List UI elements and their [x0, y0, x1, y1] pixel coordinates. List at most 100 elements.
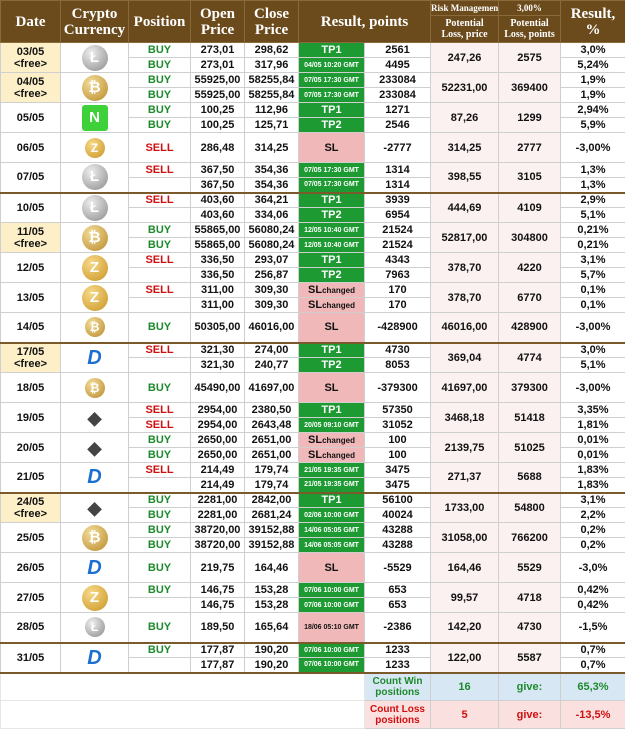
status-badge: TP1 — [299, 193, 365, 208]
potential-loss-points-cell: 4718 — [499, 583, 561, 613]
position-cell: BUY — [129, 73, 191, 88]
points-cell: 4730 — [365, 343, 431, 358]
status-badge: 04/05 10:20 GMT — [299, 58, 365, 73]
potential-loss-points-cell: 54800 — [499, 493, 561, 523]
potential-loss-price-cell: 314,25 — [431, 133, 499, 163]
result-pct-cell: 3,1% — [561, 493, 625, 508]
open-price-cell: 38720,00 — [191, 538, 245, 553]
risk-management-value: 3,00% — [499, 1, 561, 16]
date-cell: 05/05 — [1, 103, 61, 133]
open-price-cell: 55925,00 — [191, 88, 245, 103]
points-cell: 170 — [365, 283, 431, 298]
position-cell — [129, 358, 191, 373]
potential-loss-price-cell: 444,69 — [431, 193, 499, 223]
date-cell: 21/05 — [1, 463, 61, 493]
open-price-cell: 177,87 — [191, 658, 245, 673]
result-pct-cell: 0,1% — [561, 298, 625, 313]
result-pct-cell: 5,9% — [561, 118, 625, 133]
date-label: 24/05 — [1, 496, 60, 508]
position-cell: SELL — [129, 418, 191, 433]
potential-loss-price-cell: 122,00 — [431, 643, 499, 673]
result-pct-cell: 1,81% — [561, 418, 625, 433]
status-badge: SLchanged — [299, 283, 365, 298]
potential-loss-points-cell: 6770 — [499, 283, 561, 313]
close-price-cell: 314,25 — [245, 133, 299, 163]
points-cell: 1314 — [365, 163, 431, 178]
date-label: 17/05 — [1, 346, 60, 358]
potential-loss-price-cell: 52817,00 — [431, 223, 499, 253]
result-pct-cell: -3,00% — [561, 373, 625, 403]
open-price-cell: 100,25 — [191, 103, 245, 118]
result-pct-cell: 1,9% — [561, 73, 625, 88]
position-cell: BUY — [129, 448, 191, 463]
currency-cell: Ł — [61, 43, 129, 73]
currency-cell: D — [61, 463, 129, 493]
points-cell: 21524 — [365, 238, 431, 253]
result-pct-cell: 2,94% — [561, 103, 625, 118]
date-label: 07/05 — [1, 171, 60, 183]
points-cell: 1233 — [365, 658, 431, 673]
result-pct-cell: -3,00% — [561, 313, 625, 343]
currency-cell: Ł — [61, 613, 129, 643]
win-give: give: — [499, 673, 561, 701]
position-cell — [129, 298, 191, 313]
position-cell — [129, 208, 191, 223]
potential-loss-points-cell: 2777 — [499, 133, 561, 163]
result-pct-cell: 5,24% — [561, 58, 625, 73]
result-pct-cell: 0,7% — [561, 643, 625, 658]
potential-loss-points-cell: 5587 — [499, 643, 561, 673]
bitcoin-icon: ₿ — [85, 317, 105, 337]
date-cell: 17/05<free> — [1, 343, 61, 373]
close-price-cell: 354,36 — [245, 163, 299, 178]
currency-cell: Ł — [61, 193, 129, 223]
position-cell — [129, 598, 191, 613]
points-cell: 1271 — [365, 103, 431, 118]
result-pct-cell: 0,2% — [561, 523, 625, 538]
open-price-cell: 2650,00 — [191, 433, 245, 448]
open-price-cell: 2954,00 — [191, 418, 245, 433]
date-cell: 28/05 — [1, 613, 61, 643]
status-badge: 02/06 10:00 GMT — [299, 508, 365, 523]
points-cell: 56100 — [365, 493, 431, 508]
status-badge: TP1 — [299, 403, 365, 418]
status-badge: 07/06 10:00 GMT — [299, 598, 365, 613]
position-cell: SELL — [129, 193, 191, 208]
close-price-cell: 58255,84 — [245, 73, 299, 88]
potential-loss-price-cell: 271,37 — [431, 463, 499, 493]
points-cell: 21524 — [365, 223, 431, 238]
date-label: 18/05 — [1, 382, 60, 394]
status-badge: SLchanged — [299, 433, 365, 448]
result-pct-cell: 0,42% — [561, 583, 625, 598]
loss-label: Count Loss positions — [365, 701, 431, 729]
ethereum-icon: ◆ — [82, 495, 108, 521]
close-price-cell: 2651,00 — [245, 433, 299, 448]
status-badge: 14/06 05:05 GMT — [299, 523, 365, 538]
date-label: 21/05 — [1, 471, 60, 483]
status-badge: 12/05 10:40 GMT — [299, 238, 365, 253]
potential-loss-price-cell: 46016,00 — [431, 313, 499, 343]
dash-icon: D — [82, 464, 108, 490]
summary-spacer — [1, 673, 365, 701]
close-price-cell: 309,30 — [245, 298, 299, 313]
open-price-cell: 403,60 — [191, 208, 245, 223]
potential-loss-points-cell: 1299 — [499, 103, 561, 133]
currency-cell: D — [61, 553, 129, 583]
position-cell — [129, 178, 191, 193]
currency-cell: ◆ — [61, 493, 129, 523]
result-pct-cell: 1,3% — [561, 178, 625, 193]
currency-cell: Ł — [61, 163, 129, 193]
position-cell — [129, 658, 191, 673]
points-cell: 4495 — [365, 58, 431, 73]
status-badge: 14/06 05:05 GMT — [299, 538, 365, 553]
potential-loss-points-cell: 4730 — [499, 613, 561, 643]
open-price-cell: 311,00 — [191, 283, 245, 298]
result-pct-cell: 1,3% — [561, 163, 625, 178]
close-price-cell: 364,21 — [245, 193, 299, 208]
points-cell: 233084 — [365, 88, 431, 103]
